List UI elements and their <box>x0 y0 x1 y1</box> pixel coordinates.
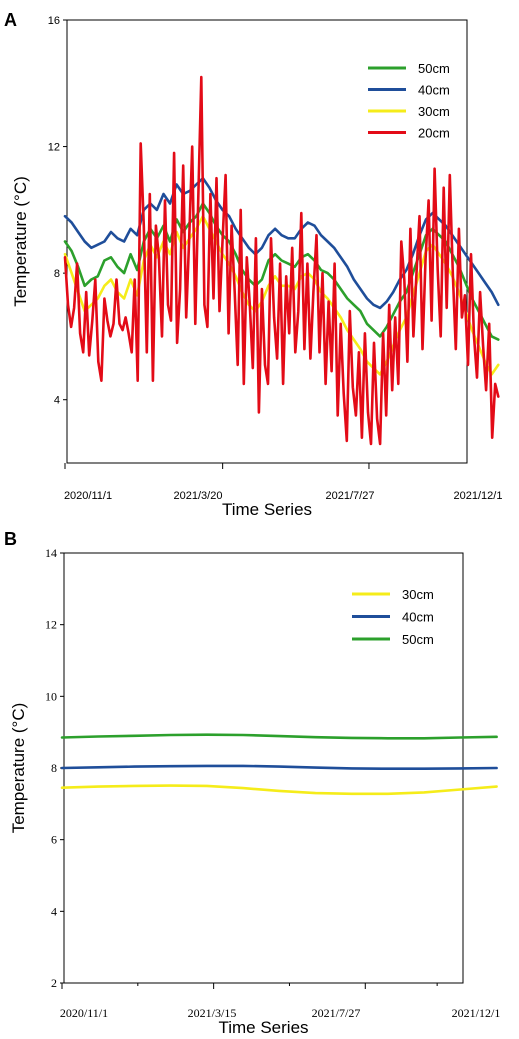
legend-label: 20cm <box>418 126 450 141</box>
x-tick-label: 2020/11/1 <box>64 490 112 502</box>
y-tick-label: 4 <box>54 395 60 407</box>
x-axis-label: Time Series <box>218 1018 308 1037</box>
legend-label: 30cm <box>402 587 434 602</box>
x-tick-label: 2021/3/15 <box>188 1006 237 1020</box>
x-tick-label: 2021/12/1 <box>454 490 503 502</box>
legend-label: 40cm <box>418 83 450 98</box>
y-tick-label: 4 <box>51 904 57 918</box>
y-tick-label: 14 <box>45 546 57 560</box>
y-axis-label: Temperature (°C) <box>9 703 28 834</box>
y-tick-label: 2 <box>51 976 57 990</box>
y-tick-label: 12 <box>45 618 57 632</box>
x-tick-label: 2021/7/27 <box>312 1006 361 1020</box>
legend-label: 50cm <box>418 61 450 76</box>
x-tick-label: 2021/7/27 <box>326 490 375 502</box>
plot-frame <box>66 19 468 464</box>
y-tick-label: 6 <box>51 833 57 847</box>
legend-label: 40cm <box>402 610 434 625</box>
series-line-30cm <box>60 784 498 796</box>
y-tick-label: 8 <box>51 761 57 775</box>
series-line-40cm <box>63 176 500 310</box>
legend-label: 30cm <box>418 104 450 119</box>
panel-label: A <box>4 10 17 30</box>
legend-label: 50cm <box>402 632 434 647</box>
y-tick-label: 12 <box>48 142 60 154</box>
y-tick-label: 16 <box>48 15 60 27</box>
y-axis-label: Temperature (°C) <box>11 176 30 307</box>
panel-label: B <box>4 529 17 549</box>
series-line-40cm <box>60 764 498 771</box>
x-tick-label: 2021/3/20 <box>174 490 223 502</box>
y-tick-label: 10 <box>45 689 57 703</box>
x-axis-label: Time Series <box>222 500 312 519</box>
x-tick-label: 2021/12/1 <box>452 1006 501 1020</box>
series-line-50cm <box>60 733 498 740</box>
x-tick-label: 2020/11/1 <box>60 1006 108 1020</box>
series-line-20cm <box>63 75 500 446</box>
y-tick-label: 8 <box>54 268 60 280</box>
